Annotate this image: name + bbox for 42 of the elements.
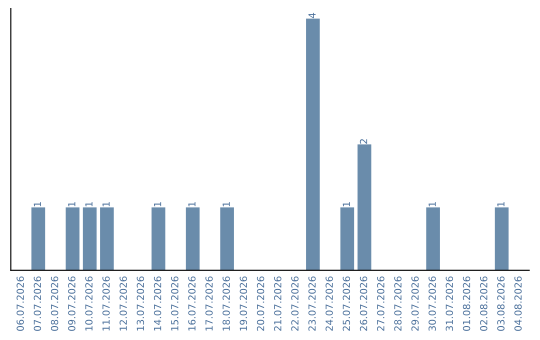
data-label: 1: [497, 202, 504, 206]
data-label: 1: [428, 202, 436, 206]
x-tick-label: 21.07.2026: [274, 276, 282, 331]
x-tick-label: 30.07.2026: [428, 276, 436, 331]
data-label: 1: [102, 202, 110, 206]
x-tick-label: 09.07.2026: [68, 276, 76, 331]
data-label: 1: [85, 202, 92, 206]
data-label: 1: [222, 202, 230, 206]
x-tick-label: 28.07.2026: [394, 276, 402, 331]
x-tick-label: 19.07.2026: [240, 276, 248, 330]
x-tick-label: 13.07.2026: [136, 276, 144, 330]
x-tick-label: 22.07.2026: [291, 276, 299, 331]
x-tick-label: 01.08.2026: [462, 276, 470, 331]
x-tick-label: 15.07.2026: [171, 276, 178, 330]
x-tick-label: 16.07.2026: [188, 276, 196, 330]
x-tick-label: 06.07.2026: [16, 276, 24, 331]
x-tick-label: 11.07.2026: [102, 276, 110, 330]
x-tick-label: 25.07.2026: [342, 276, 350, 331]
x-tick-label: 14.07.2026: [154, 276, 162, 330]
x-tick-label: 20.07.2026: [256, 276, 264, 331]
x-tick-label: 26.07.2026: [360, 276, 368, 331]
x-tick-label: 24.07.2026: [326, 276, 333, 331]
x-tick-label: 23.07.2026: [308, 276, 316, 331]
data-label: 1: [154, 202, 162, 206]
x-tick-label: 10.07.2026: [85, 276, 93, 330]
x-tick-label: 07.07.2026: [34, 276, 42, 331]
data-label: 1: [68, 202, 76, 206]
x-tick-label: 02.08.2026: [480, 276, 488, 331]
data-label: 1: [34, 202, 41, 206]
x-tick-label: 12.07.2026: [120, 276, 127, 330]
x-tick-label: 17.07.2026: [205, 276, 213, 330]
x-tick-label: 04.08.2026: [514, 276, 522, 331]
x-tick-label: 08.07.2026: [50, 276, 58, 331]
data-label: 1: [342, 202, 350, 206]
x-tick-label: 03.08.2026: [497, 276, 505, 331]
data-label: 4: [308, 12, 316, 18]
data-label: 1: [188, 202, 196, 206]
x-tick-label: 18.07.2026: [222, 276, 230, 330]
x-tick-label: 27.07.2026: [377, 276, 384, 331]
x-tick-label: 31.07.2026: [446, 276, 454, 331]
x-tick-label: 29.07.2026: [411, 276, 419, 331]
data-label: 2: [360, 139, 368, 144]
